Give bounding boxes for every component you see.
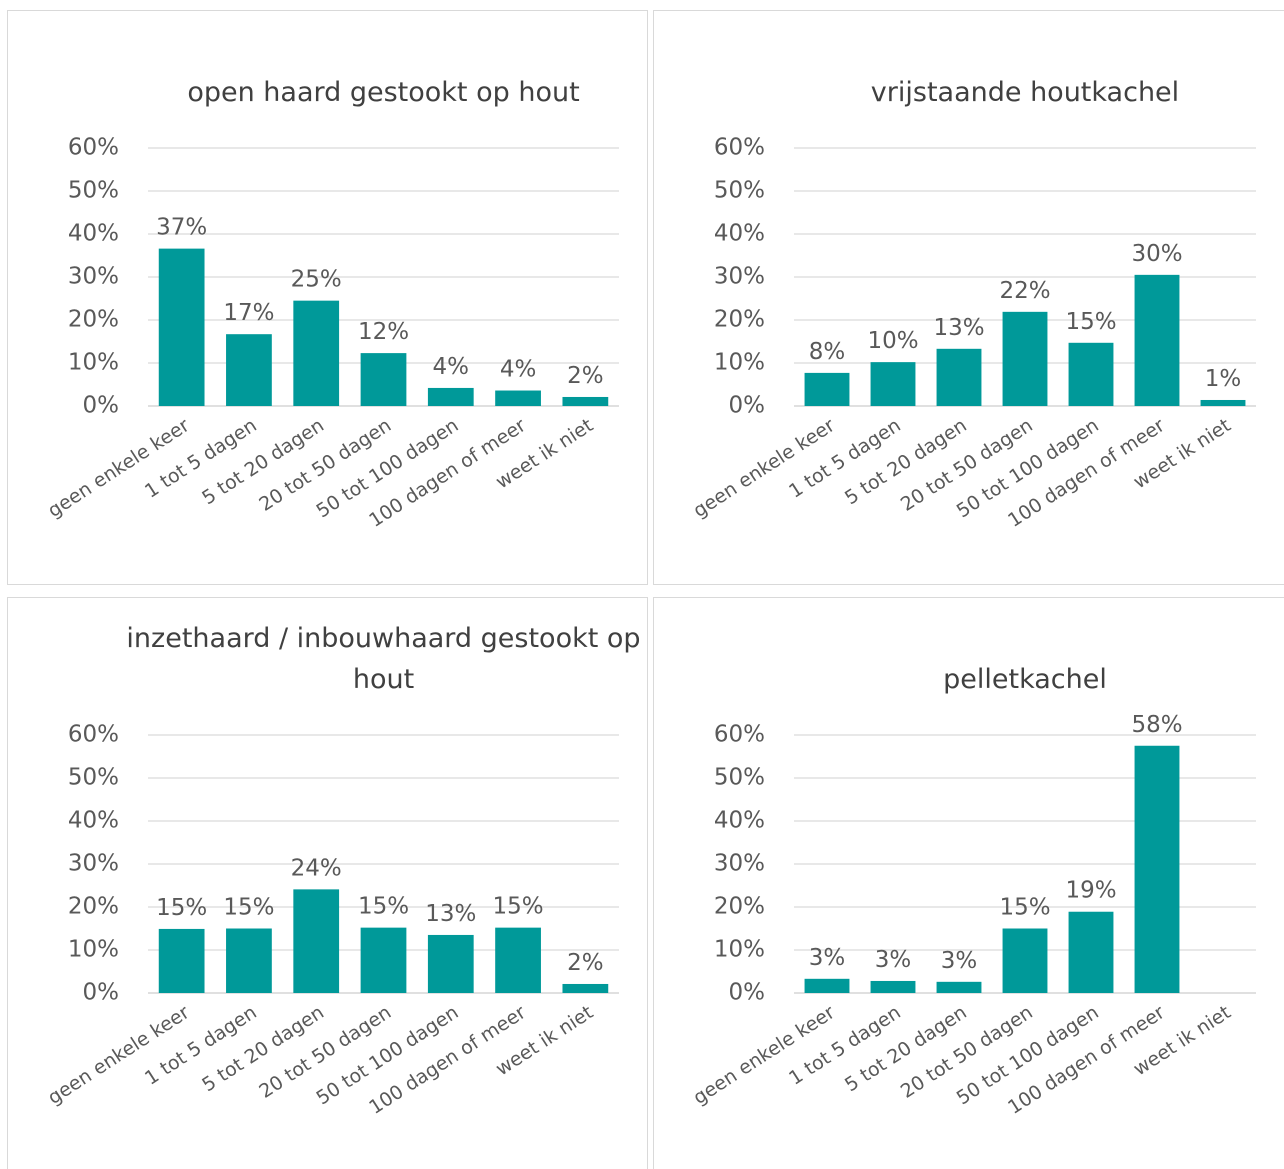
- chart-title: vrijstaande houtkachel: [870, 77, 1180, 108]
- y-tick-label: 40%: [68, 221, 119, 247]
- bar: [1068, 342, 1114, 406]
- chart-title: inzethaard / inbouwhaard gestookt op hou…: [126, 623, 641, 695]
- y-tick-label: 20%: [68, 307, 119, 333]
- value-label: 15%: [1065, 309, 1116, 335]
- y-tick-label: 40%: [68, 808, 119, 834]
- y-tick-label: 60%: [714, 722, 765, 748]
- value-label: 8%: [809, 339, 846, 365]
- y-tick-label: 50%: [68, 178, 119, 204]
- value-label: 15%: [223, 895, 274, 921]
- chart-panel: 0% 10% 20% 30% 40% 50% 60% geen enkele keer 8% 1 …: [653, 10, 1284, 585]
- bar: [226, 928, 272, 993]
- y-tick-label: 10%: [68, 937, 119, 963]
- value-label: 12%: [358, 319, 409, 345]
- bar: [360, 353, 407, 406]
- y-tick-label: 20%: [714, 894, 765, 920]
- bar: [427, 387, 474, 406]
- bar: [293, 300, 340, 406]
- bar: [562, 983, 609, 993]
- y-tick-label: 60%: [714, 135, 765, 161]
- bar: [293, 889, 340, 993]
- bar: [158, 248, 205, 406]
- chart-title: open haard gestookt op hout: [187, 77, 580, 108]
- value-label: 3%: [875, 947, 912, 973]
- value-label: 58%: [1131, 712, 1182, 738]
- bar: [1002, 928, 1048, 993]
- bar: [1068, 911, 1114, 993]
- bar: [495, 927, 541, 993]
- bar: [936, 348, 982, 406]
- chart: 0%10%20%30%40%50%60%geen enkele keer37%1…: [44, 135, 619, 532]
- y-tick-label: 30%: [714, 851, 765, 877]
- y-tick-label: 10%: [714, 937, 765, 963]
- chart: 0%10%20%30%40%50%60%geen enkele keer3%1 …: [689, 712, 1256, 1119]
- value-label: 13%: [933, 315, 984, 341]
- bar: [1134, 745, 1180, 993]
- y-tick-label: 60%: [68, 722, 119, 748]
- value-label: 15%: [156, 895, 207, 921]
- bar: [360, 927, 407, 993]
- y-tick-label: 10%: [714, 350, 765, 376]
- value-label: 30%: [1131, 241, 1182, 267]
- y-tick-label: 50%: [714, 765, 765, 791]
- bar: [870, 980, 916, 993]
- bar: [562, 396, 609, 406]
- bar: [870, 362, 916, 406]
- bar: [495, 390, 541, 406]
- value-label: 4%: [500, 357, 537, 383]
- value-label: 25%: [291, 267, 342, 293]
- chart: 0%10%20%30%40%50%60%geen enkele keer15%1…: [44, 722, 619, 1119]
- y-tick-label: 10%: [68, 350, 119, 376]
- chart: 0%10%20%30%40%50%60%geen enkele keer8%1 …: [689, 135, 1256, 532]
- y-tick-label: 0%: [729, 980, 766, 1006]
- bar: [226, 334, 272, 406]
- bar: [804, 372, 850, 406]
- bar: [1200, 399, 1246, 406]
- y-tick-label: 30%: [68, 851, 119, 877]
- value-label: 17%: [223, 300, 274, 326]
- y-tick-label: 40%: [714, 808, 765, 834]
- y-tick-label: 50%: [714, 178, 765, 204]
- bar: [804, 978, 850, 993]
- y-tick-label: 0%: [83, 393, 120, 419]
- chart-panel: 0% 10% 20% 30% 40% 50% 60% geen enkele keer 15% 1…: [7, 597, 648, 1169]
- bar: [1134, 274, 1180, 406]
- bar: [427, 934, 474, 993]
- value-label: 10%: [867, 328, 918, 354]
- value-label: 3%: [809, 945, 846, 971]
- bar: [1002, 311, 1048, 406]
- value-label: 22%: [999, 278, 1050, 304]
- y-tick-label: 30%: [714, 264, 765, 290]
- y-tick-label: 0%: [83, 980, 120, 1006]
- y-tick-label: 30%: [68, 264, 119, 290]
- value-label: 13%: [425, 901, 476, 927]
- y-tick-label: 20%: [68, 894, 119, 920]
- y-tick-label: 40%: [714, 221, 765, 247]
- bar: [158, 928, 205, 993]
- bar: [936, 981, 982, 993]
- value-label: 37%: [156, 215, 207, 241]
- value-label: 19%: [1065, 878, 1116, 904]
- value-label: 2%: [567, 363, 604, 389]
- y-tick-label: 0%: [729, 393, 766, 419]
- y-tick-label: 20%: [714, 307, 765, 333]
- value-label: 15%: [999, 895, 1050, 921]
- value-label: 24%: [291, 855, 342, 881]
- value-label: 15%: [358, 894, 409, 920]
- value-label: 1%: [1205, 366, 1242, 392]
- y-tick-label: 60%: [68, 135, 119, 161]
- chart-title: pelletkachel: [943, 664, 1107, 695]
- chart-panel: 0% 10% 20% 30% 40% 50% 60% geen enkele keer 3% 1 …: [653, 597, 1284, 1169]
- value-label: 15%: [493, 894, 544, 920]
- y-tick-label: 50%: [68, 765, 119, 791]
- chart-panel: 0% 10% 20% 30% 40% 50% 60% geen enkele keer 37% 1…: [7, 10, 648, 585]
- value-label: 4%: [433, 354, 470, 380]
- value-label: 2%: [567, 950, 604, 976]
- value-label: 3%: [941, 948, 978, 974]
